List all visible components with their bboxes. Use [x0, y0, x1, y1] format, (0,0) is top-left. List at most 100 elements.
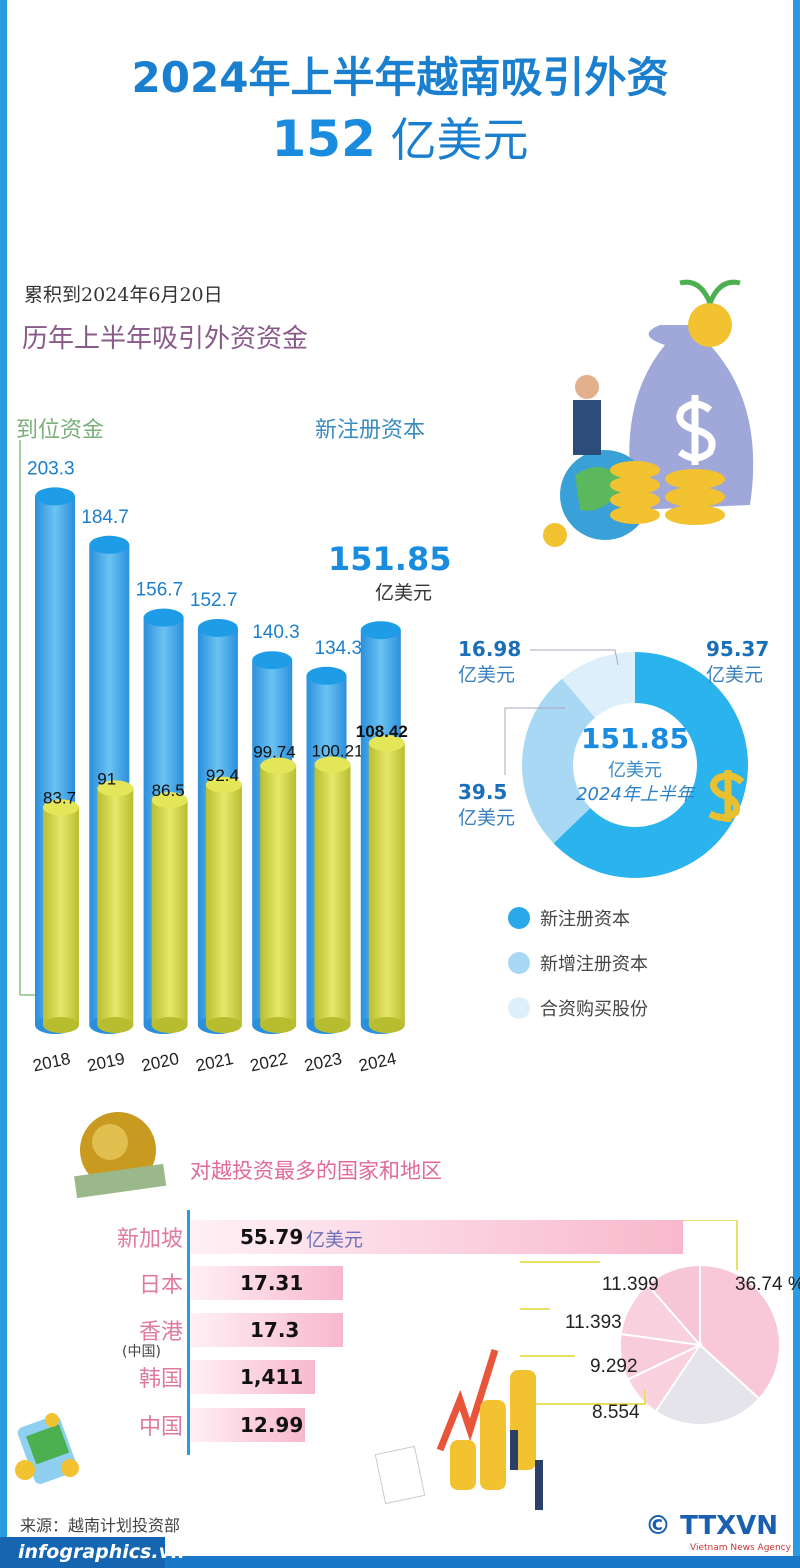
legend-disbursed: 到位资金 — [16, 418, 105, 443]
connector-line — [520, 1390, 646, 1405]
disbursed-bar — [151, 800, 188, 1025]
yearly-fdi-bar-chart: 203.3 83.7 2018 184.7 91 2019 156.7 86.5 2020 152… — [19, 440, 408, 1075]
donut-slice — [522, 678, 595, 844]
disbursed-bar — [314, 764, 351, 1025]
slice-unit: 亿美元 — [706, 664, 764, 686]
page-title: 2024年上半年越南吸引外资 — [131, 53, 669, 102]
registered-bar-top — [306, 666, 347, 685]
legend-item: 合资购买股份 — [508, 995, 648, 1021]
pie-value-label: 11.399 — [602, 1274, 659, 1295]
section-title: 历年上半年吸引外资资金 — [22, 324, 309, 354]
registered-value-label: 152.7 — [190, 590, 238, 611]
registered-value-label: 184.7 — [81, 507, 129, 528]
country-share-pie: 36.74 % 8.554 9.292 11.393 11.399 — [520, 1220, 800, 1426]
disbursed-bar-bottom — [368, 1017, 405, 1033]
disbursed-bar-bottom — [97, 1017, 134, 1033]
disbursed-bar-top — [314, 756, 351, 773]
year-tick-label: 2024 — [357, 1049, 398, 1075]
legend-label: 新注册资本 — [540, 909, 630, 930]
registered-bar-top — [197, 618, 238, 637]
donut-center-value: 151.85 — [580, 722, 690, 755]
legend-swatch — [508, 907, 530, 929]
year-tick-label: 2021 — [194, 1049, 235, 1075]
footer-tab — [0, 1537, 165, 1568]
country-label: 中国 — [138, 1415, 183, 1440]
amount: 152 — [271, 110, 376, 168]
disbursed-bar — [368, 743, 405, 1025]
country-label: 新加坡 — [116, 1227, 183, 1252]
pie-value-label: 36.74 % — [735, 1274, 800, 1295]
country-value: 17.3 — [250, 1318, 300, 1342]
disbursed-value-label: 86.5 — [152, 781, 185, 800]
title-amount: 152 亿美元 — [0, 104, 800, 170]
legend-swatch — [508, 952, 530, 974]
slice-unit: 亿美元 — [458, 807, 516, 829]
disbursed-value-label: 92.4 — [206, 766, 239, 785]
legend-swatch — [508, 997, 530, 1019]
amount-unit: 亿美元 — [390, 113, 529, 167]
donut-slice — [561, 652, 635, 718]
footer-bar — [0, 1556, 800, 1568]
registered-value-label: 156.7 — [136, 580, 184, 601]
country-note: (中国) — [122, 1344, 161, 1360]
section-title-countries: 对越投资最多的国家和地区 — [190, 1159, 442, 1183]
country-label: 韩国 — [138, 1367, 183, 1392]
ttxvn-logo: © TTXVN — [645, 1512, 778, 1541]
slice-label: 95.37 — [706, 637, 770, 661]
disbursed-bar-bottom — [260, 1017, 297, 1033]
registered-value-label: 140.3 — [252, 622, 300, 643]
growth-chart-illustration — [374, 1348, 543, 1510]
disbursed-value-label: 91 — [97, 769, 116, 788]
highlight-unit: 亿美元 — [375, 582, 433, 604]
slice-unit: 亿美元 — [458, 664, 516, 686]
site-link[interactable]: infographics.vn — [18, 1541, 185, 1563]
axis-line — [187, 1210, 190, 1455]
pie-slice — [654, 1343, 761, 1426]
country-bar — [190, 1266, 344, 1300]
disbursed-bar — [260, 765, 297, 1025]
disbursed-bar-bottom — [314, 1017, 351, 1033]
pie-value-label: 11.393 — [565, 1312, 622, 1333]
money-bag-illustration — [543, 279, 754, 547]
copyright-symbol: © — [645, 1511, 671, 1541]
year-tick-label: 2018 — [31, 1049, 72, 1075]
country-value: 17.31 — [240, 1271, 304, 1295]
disbursed-bar-bottom — [151, 1017, 188, 1033]
source-note: 来源：越南计划投资部 — [20, 1516, 181, 1535]
slice-label: 39.5 — [458, 780, 508, 804]
legend-registered: 新注册资本 — [315, 418, 426, 443]
leader-line — [504, 707, 565, 775]
disbursed-value-label: 108.42 — [356, 722, 408, 741]
pie-slice — [699, 1263, 781, 1401]
donut-slice — [553, 652, 748, 878]
year-tick-label: 2023 — [303, 1049, 344, 1075]
frame-left — [0, 0, 7, 1568]
leader-line — [530, 649, 619, 666]
disbursed-bar-top — [97, 780, 134, 797]
disbursed-bar-top — [43, 799, 79, 816]
registered-bar-top — [252, 651, 293, 670]
disbursed-bar — [97, 788, 134, 1025]
year-tick-label: 2022 — [248, 1049, 289, 1075]
registered-value-label: 134.32 — [315, 638, 373, 659]
pie-slice — [646, 1263, 701, 1348]
legend-item: 新注册资本 — [508, 905, 630, 931]
year-tick-label: 2020 — [140, 1049, 181, 1075]
as-of-date: 累积到2024年6月20日 — [24, 284, 223, 306]
disbursed-value-label: 99.74 — [253, 743, 296, 762]
logo-subtitle: Vietnam News Agency — [690, 1543, 791, 1553]
country-value: 55.79 — [240, 1225, 304, 1249]
legend-label: 合资购买股份 — [540, 999, 648, 1020]
donut-center-unit: 亿美元 — [608, 760, 662, 781]
disbursed-bar — [43, 807, 79, 1025]
country-bar — [190, 1313, 343, 1347]
phone-money-icon — [15, 1413, 79, 1485]
legend-label: 新增注册资本 — [540, 954, 648, 975]
country-label: 香港 — [138, 1320, 183, 1345]
country-value: 1,411 — [240, 1365, 304, 1389]
donut-center-label: 2024年上半年 — [576, 784, 694, 805]
disbursed-bar-top — [205, 776, 242, 793]
disbursed-value-label: 100.21 — [312, 741, 364, 760]
registered-bar-top — [143, 608, 184, 627]
disbursed-bar-top — [151, 792, 188, 809]
